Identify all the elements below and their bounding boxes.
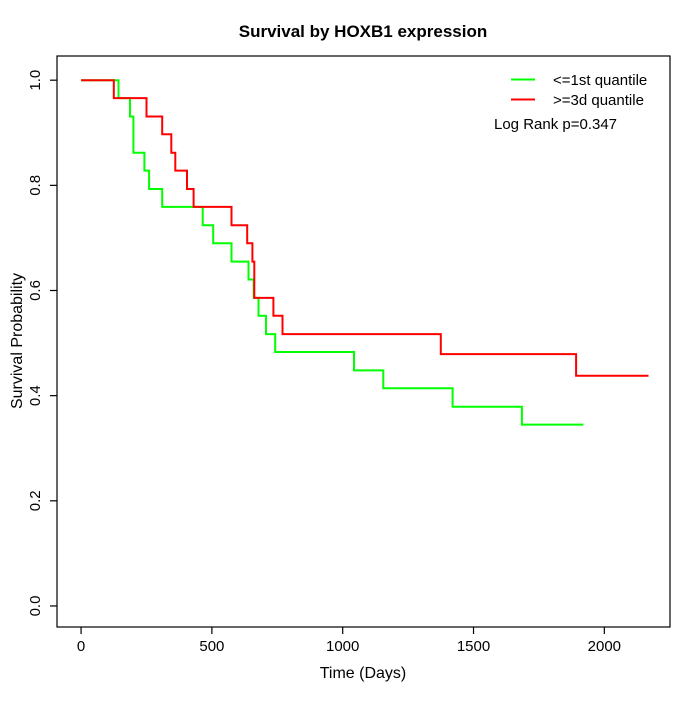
plot-layer: 0 500 1000 1500 2000 0.0 0.2 0.4 0.6 0.8 1.0: [27, 55, 671, 655]
y-axis-label: Survival Probability: [9, 273, 26, 409]
y-tick-label: 0.0: [27, 596, 44, 617]
series-curve-0: [81, 79, 584, 426]
x-tick-label: 1000: [326, 638, 359, 655]
y-tick-label: 0.4: [27, 385, 44, 406]
x-tick-label: 1500: [457, 638, 490, 655]
x-tick-label: 500: [199, 638, 224, 655]
y-tick-label: 0.6: [27, 280, 44, 301]
plot-box: [56, 55, 671, 628]
x-tick-label: 0: [77, 638, 85, 655]
y-tick-label: 0.2: [27, 490, 44, 511]
x-tick-label: 2000: [588, 638, 621, 655]
legend-label-first-quantile: <=1st quantile: [553, 72, 647, 89]
y-tick-label: 0.8: [27, 175, 44, 196]
x-axis-label: Time (Days): [320, 665, 407, 682]
series-curve-1: [81, 79, 649, 377]
chart-title: Survival by HOXB1 expression: [239, 22, 488, 41]
y-tick-label: 1.0: [27, 70, 44, 91]
legend-label-third-quantile: >=3d quantile: [553, 92, 644, 109]
logrank-annotation: Log Rank p=0.347: [494, 116, 617, 133]
